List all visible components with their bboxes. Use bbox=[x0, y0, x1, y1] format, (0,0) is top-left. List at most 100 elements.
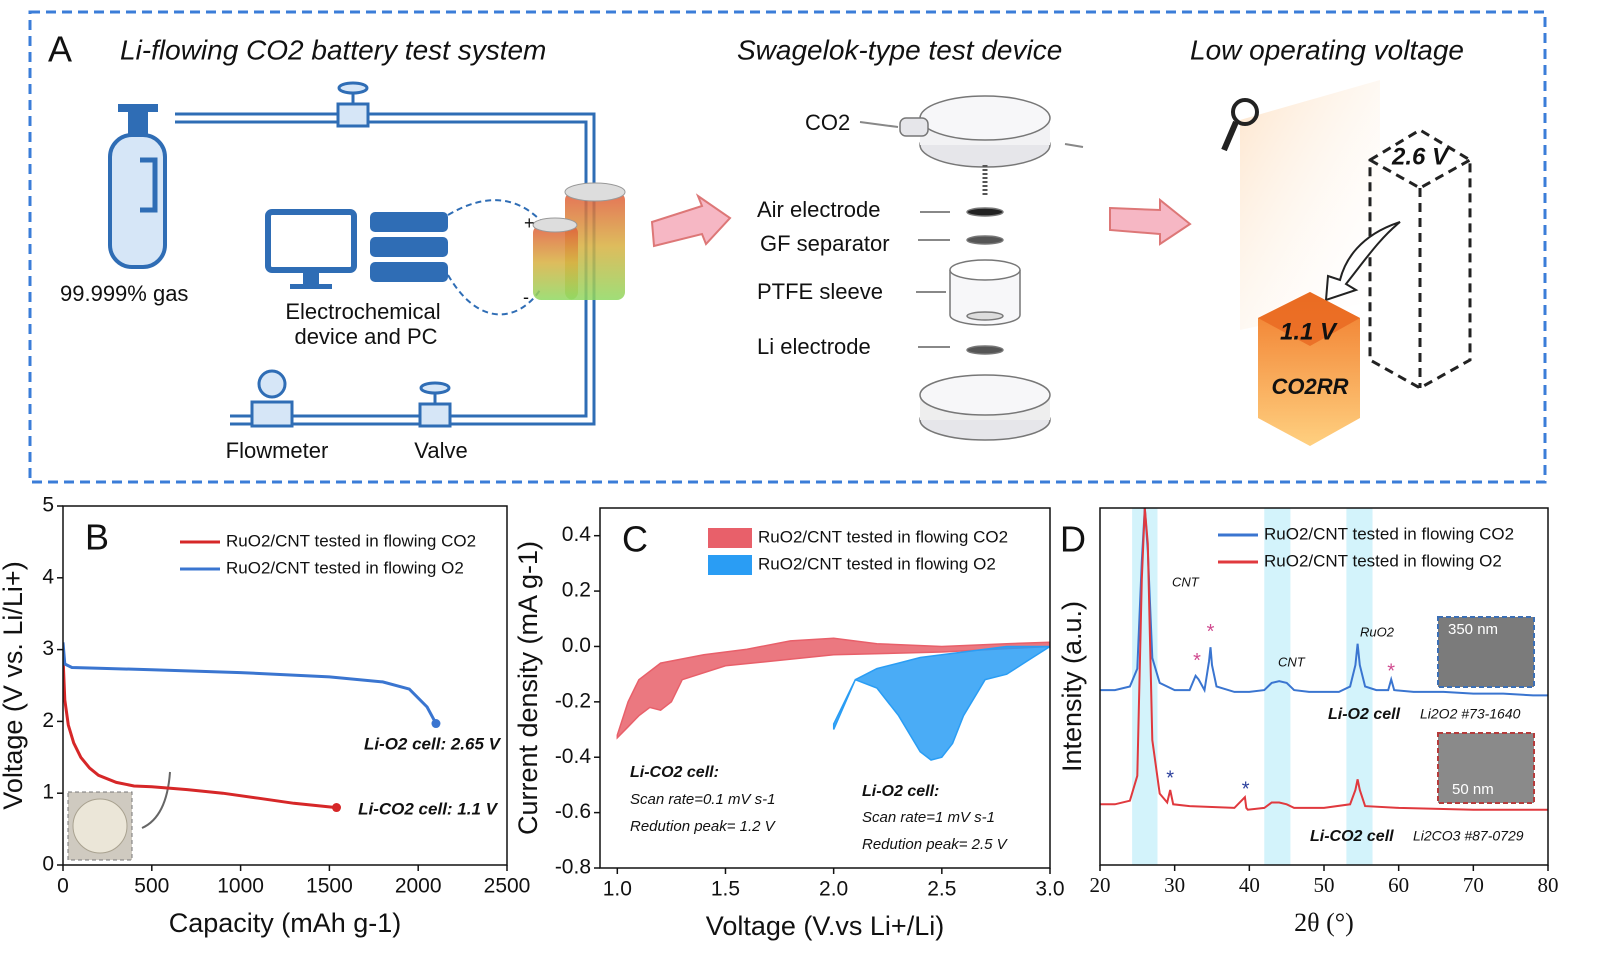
legend-swatch bbox=[708, 555, 752, 575]
y-tick-label: -0.6 bbox=[555, 800, 591, 823]
x-axis-label: Voltage (V.vs Li+/Li) bbox=[706, 911, 944, 941]
panel-label: D bbox=[1060, 519, 1086, 560]
device-label: CO2 bbox=[805, 110, 850, 135]
computer-icon bbox=[265, 199, 541, 316]
flow-arrow bbox=[650, 193, 732, 248]
panel-frame bbox=[28, 10, 1547, 484]
voltage-label: 1.1 V bbox=[1280, 318, 1338, 345]
cv-loop bbox=[832, 645, 1050, 761]
annotation: Li2O2 #73-1640 bbox=[1420, 706, 1521, 722]
y-axis-label: Current density (mA g-1) bbox=[513, 541, 543, 835]
x-tick-label: 1.5 bbox=[711, 878, 740, 901]
inset-sem bbox=[1437, 616, 1535, 688]
annotation: 50 nm bbox=[1452, 781, 1494, 798]
panel-label: B bbox=[85, 517, 109, 558]
panel-label: C bbox=[622, 519, 648, 560]
legend-label: RuO2/CNT tested in flowing CO2 bbox=[758, 527, 1008, 546]
gas-cylinder bbox=[108, 104, 167, 269]
legend-label: RuO2/CNT tested in flowing O2 bbox=[1264, 551, 1502, 570]
x-tick-label: 80 bbox=[1538, 873, 1559, 897]
end-point bbox=[431, 719, 441, 729]
plot-frame bbox=[599, 507, 1051, 869]
annotation: Redution peak= 2.5 V bbox=[862, 836, 1009, 853]
y-axis-label: Voltage (V vs. Li/Li+) bbox=[0, 561, 28, 809]
y-tick-label: -0.4 bbox=[555, 745, 592, 768]
cv-loop bbox=[616, 637, 1050, 740]
x-tick-label: 1000 bbox=[217, 875, 264, 898]
y-tick-label: 0.4 bbox=[562, 523, 592, 546]
annotation: Redution peak= 1.2 V bbox=[630, 818, 777, 835]
x-tick-label: 40 bbox=[1239, 873, 1260, 897]
annotation: Li2CO3 #87-0729 bbox=[1413, 828, 1524, 844]
data-line bbox=[63, 642, 438, 725]
component-label: 99.999% gas bbox=[60, 281, 188, 306]
battery-icon bbox=[532, 182, 626, 300]
annotation: Li-CO2 cell: 1.1 V bbox=[358, 799, 499, 818]
panel-label: A bbox=[48, 29, 72, 70]
y-tick-label: -0.2 bbox=[555, 689, 591, 712]
voltage-graphic bbox=[1221, 80, 1472, 446]
inset-arrow bbox=[141, 771, 171, 829]
peak-marker: * bbox=[1387, 661, 1395, 683]
annotation: Li-O2 cell: bbox=[862, 783, 939, 800]
y-tick-label: 2 bbox=[42, 709, 54, 732]
voltage-label: CO2RR bbox=[1271, 374, 1348, 399]
x-tick-label: 3.0 bbox=[1035, 878, 1064, 901]
valve-icon bbox=[250, 81, 452, 428]
x-tick-label: 2.0 bbox=[819, 878, 848, 901]
y-tick-label: 1 bbox=[42, 781, 54, 804]
end-point bbox=[332, 803, 342, 813]
polarity: - bbox=[523, 287, 529, 307]
legend-label: RuO2/CNT tested in flowing O2 bbox=[758, 554, 996, 573]
x-tick-label: 500 bbox=[134, 875, 169, 898]
component-label: Flowmeter bbox=[226, 438, 329, 463]
peak-marker: * bbox=[1193, 650, 1201, 672]
section-title: Swagelok-type test device bbox=[737, 34, 1062, 65]
device-label: Li electrode bbox=[757, 334, 871, 359]
device-label: GF separator bbox=[760, 231, 890, 256]
legend-label: RuO2/CNT tested in flowing O2 bbox=[226, 558, 464, 577]
annotation: Li-O2 cell: 2.65 V bbox=[364, 734, 502, 753]
component-label: device and PC bbox=[294, 324, 437, 349]
data-line bbox=[1100, 508, 1548, 811]
peak-marker: * bbox=[1207, 621, 1215, 643]
x-tick-label: 60 bbox=[1388, 873, 1409, 897]
annotation: Li-CO2 cell bbox=[1310, 828, 1394, 845]
annotation: CNT bbox=[1278, 654, 1306, 669]
x-tick-label: 2.5 bbox=[927, 878, 956, 901]
annotation: RuO2 bbox=[1360, 624, 1395, 639]
device-label: PTFE sleeve bbox=[757, 279, 883, 304]
annotation: 350 nm bbox=[1448, 621, 1498, 638]
y-tick-label: 0 bbox=[42, 853, 54, 876]
peak-marker: * bbox=[1242, 778, 1250, 800]
y-tick-label: 5 bbox=[42, 494, 54, 517]
section-title: Low operating voltage bbox=[1190, 34, 1464, 65]
annotation: Li-CO2 cell: bbox=[630, 764, 719, 781]
swagelok-device bbox=[899, 95, 1051, 441]
section-title: Li-flowing CO2 battery test system bbox=[120, 34, 546, 65]
y-axis-label: Intensity (a.u.) bbox=[1057, 601, 1087, 772]
peak-marker: * bbox=[1166, 768, 1174, 790]
annotation: CNT bbox=[1172, 574, 1200, 589]
inset-tem bbox=[1437, 732, 1535, 804]
x-tick-label: 1.0 bbox=[603, 878, 632, 901]
x-tick-label: 1500 bbox=[306, 875, 353, 898]
x-tick-label: 70 bbox=[1463, 873, 1484, 897]
y-tick-label: 3 bbox=[42, 637, 54, 660]
inset-photo bbox=[72, 798, 128, 854]
legend-label: RuO2/CNT tested in flowing CO2 bbox=[1264, 524, 1514, 543]
y-tick-label: 4 bbox=[42, 565, 54, 588]
x-tick-label: 2500 bbox=[484, 875, 531, 898]
device-label: Air electrode bbox=[757, 197, 881, 222]
x-tick-label: 0 bbox=[57, 875, 69, 898]
x-tick-label: 30 bbox=[1164, 873, 1185, 897]
x-tick-label: 2000 bbox=[395, 875, 442, 898]
data-line bbox=[63, 656, 337, 810]
data-line bbox=[1100, 508, 1548, 697]
polarity: + bbox=[524, 213, 535, 233]
component-label: Valve bbox=[414, 438, 467, 463]
component-label: Electrochemical bbox=[285, 299, 440, 324]
x-tick-label: 50 bbox=[1314, 873, 1335, 897]
highlight-band bbox=[1132, 508, 1158, 865]
x-axis-label: 2θ (°) bbox=[1294, 908, 1354, 937]
